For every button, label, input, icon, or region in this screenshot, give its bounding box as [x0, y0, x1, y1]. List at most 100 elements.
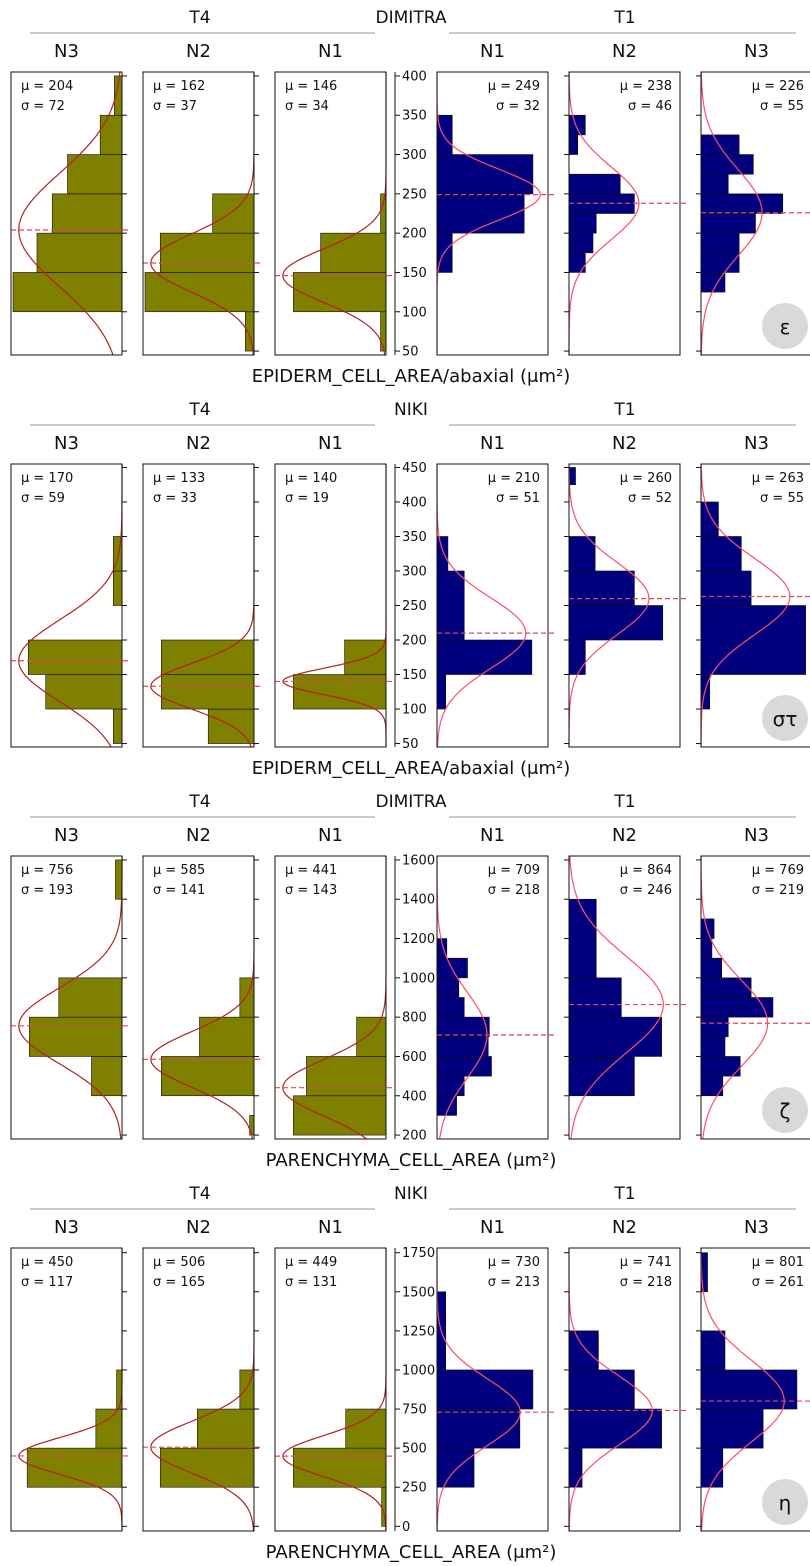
histogram-bar [700, 272, 726, 293]
sd-label: σ = 51 [496, 491, 540, 506]
histogram-bar [26, 1447, 123, 1488]
sd-label: σ = 219 [752, 883, 804, 898]
mean-label: μ = 204 [21, 79, 73, 94]
y-tick-label: 0 [402, 1520, 410, 1535]
column-label-5: N2 [612, 1217, 637, 1238]
mean-label: μ = 140 [285, 471, 337, 486]
y-tick-label: 250 [402, 1481, 427, 1496]
mean-label: μ = 741 [620, 1255, 672, 1270]
column-label-2: N2 [186, 825, 211, 846]
mean-label: μ = 441 [285, 863, 337, 878]
sd-label: σ = 131 [285, 1275, 337, 1290]
panel-t4-n3: μ = 450 σ = 117 [10, 1247, 130, 1532]
sd-label: σ = 218 [488, 883, 540, 898]
panel-badge-label: η [779, 1491, 792, 1515]
y-tick-label: 150 [402, 266, 427, 281]
histogram-bar [700, 1369, 798, 1410]
chart-row-2: T4 NIKI T1 N3 N2 N1 N1 N2 N3 50 100 150 200 250 300 350… [10, 400, 810, 779]
y-tick-label: 1000 [402, 971, 435, 986]
mean-label: μ = 506 [153, 1255, 205, 1270]
histogram-bar [29, 1016, 123, 1057]
y-tick-label: 100 [402, 703, 427, 718]
sd-label: σ = 193 [21, 883, 73, 898]
column-label-1: N3 [54, 825, 79, 846]
panel-t1-n3: μ = 263 σ = 55 [696, 463, 810, 748]
histogram-bar [700, 957, 723, 979]
y-tick-label: 50 [402, 345, 419, 360]
histogram-bar [568, 1330, 599, 1371]
histogram-bar [436, 1056, 492, 1077]
mean-label: μ = 449 [285, 1255, 337, 1270]
axis-title: EPIDERM_CELL_AREA/abaxial (μm²) [252, 758, 571, 779]
mean-label: μ = 801 [752, 1255, 804, 1270]
density-curve [700, 464, 791, 747]
histogram-bar [159, 232, 255, 273]
histogram-bar [95, 1408, 123, 1449]
mean-label: μ = 162 [153, 79, 205, 94]
histogram-bar [67, 154, 123, 195]
sd-label: σ = 218 [620, 1275, 672, 1290]
histogram-bar [568, 639, 586, 675]
panel-frame [274, 463, 387, 748]
sd-label: σ = 261 [752, 1275, 804, 1290]
panel-frame [10, 1247, 123, 1532]
panel-frame [568, 1247, 681, 1532]
panel-frame [436, 71, 549, 356]
histogram-bar [700, 570, 752, 606]
panel-badge [762, 1479, 808, 1525]
y-tick-label: 450 [402, 461, 427, 476]
sd-label: σ = 59 [21, 491, 65, 506]
panel-frame [274, 71, 387, 356]
density-curve [150, 1248, 255, 1532]
panel-frame [436, 855, 549, 1140]
panel-frame [568, 855, 681, 1140]
panel-t4-n3: μ = 170 σ = 59 [10, 463, 130, 748]
column-label-4: N1 [480, 433, 505, 454]
group-label-t1: T1 [613, 8, 635, 28]
density-curve [18, 856, 123, 1140]
histogram-bar [436, 1016, 490, 1038]
sd-label: σ = 72 [21, 99, 65, 114]
histogram-bar [212, 193, 255, 234]
histogram-bar [700, 1408, 764, 1449]
sd-label: σ = 143 [285, 883, 337, 898]
y-tick-label: 300 [402, 148, 427, 163]
column-label-1: N3 [54, 433, 79, 454]
panel-frame [700, 71, 810, 356]
histogram-bar [356, 1016, 387, 1057]
column-label-4: N1 [480, 1217, 505, 1238]
y-tick-label: 800 [402, 1011, 427, 1026]
histogram-bar [700, 193, 784, 214]
panel-t4-n3: μ = 204 σ = 72 [10, 71, 130, 356]
histogram-bar [700, 501, 719, 537]
column-label-1: N3 [54, 41, 79, 62]
panel-t1-n3: μ = 769 σ = 219 [696, 855, 810, 1140]
histogram-bar [700, 977, 752, 998]
histogram-bar [568, 134, 579, 155]
histogram-bar [568, 536, 596, 572]
histogram-bar [700, 232, 740, 254]
histogram-bar [700, 1330, 726, 1371]
histogram-bar [700, 252, 740, 273]
y-tick-label: 250 [402, 187, 427, 202]
mean-label: μ = 133 [153, 471, 205, 486]
histogram-bar [568, 213, 597, 234]
histogram-bar [568, 977, 622, 1018]
y-tick-label: 50 [402, 737, 419, 752]
panel-t1-n2: μ = 741 σ = 218 [564, 1247, 688, 1532]
cultivar-label: NIKI [394, 400, 428, 420]
histogram-bar [116, 1369, 123, 1410]
panel-t1-n2: μ = 238 σ = 46 [564, 71, 688, 356]
column-label-4: N1 [480, 825, 505, 846]
cultivar-label: NIKI [394, 1184, 428, 1204]
y-tick-label: 600 [402, 1050, 427, 1065]
density-curve [700, 1248, 785, 1532]
histogram-bar [380, 311, 387, 352]
sd-label: σ = 34 [285, 99, 329, 114]
y-tick-label: 500 [402, 1442, 427, 1457]
histogram-bar [144, 272, 255, 313]
density-curve [18, 1248, 123, 1531]
group-label-t1: T1 [613, 1184, 635, 1204]
histogram-bar [380, 193, 387, 234]
panel-frame [436, 1247, 549, 1532]
